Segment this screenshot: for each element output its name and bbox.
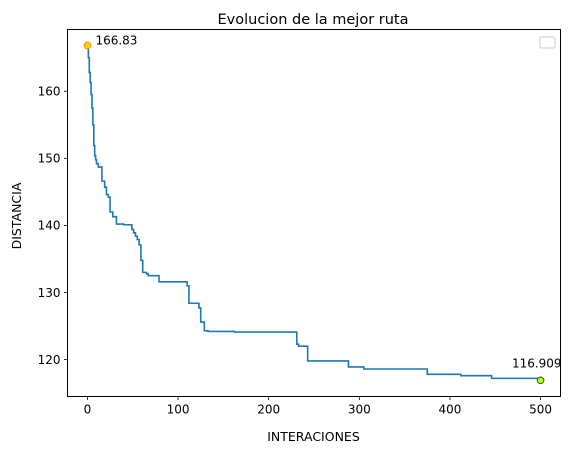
y-axis-label: DISTANCIA <box>9 182 24 249</box>
data-point-marker <box>536 376 545 385</box>
plot-frame <box>67 29 561 397</box>
y-tick-label: 140 <box>38 219 61 233</box>
y-tick-label: 150 <box>38 152 61 166</box>
y-tick-label: 120 <box>38 353 61 367</box>
y-tick-label: 130 <box>38 286 61 300</box>
x-tick-label: 500 <box>529 403 552 417</box>
x-tick-label: 100 <box>167 403 190 417</box>
y-tick-label: 160 <box>38 85 61 99</box>
data-label: 166.83 <box>95 33 137 47</box>
x-tick-label: 200 <box>257 403 280 417</box>
x-tick-label: 0 <box>84 403 92 417</box>
series-line <box>87 44 542 381</box>
data-point-marker <box>83 41 92 50</box>
x-tick-label: 300 <box>348 403 371 417</box>
plot-area: 0 100 200 300 400 500 120 130 140 150 160 166.83 116… <box>38 33 562 416</box>
x-tick-label: 400 <box>438 403 461 417</box>
x-axis-label: INTERACIONES <box>267 429 360 444</box>
legend-box <box>539 36 556 49</box>
data-label: 116.909 <box>512 356 562 370</box>
chart-title: Evolucion de la mejor ruta <box>218 12 409 28</box>
